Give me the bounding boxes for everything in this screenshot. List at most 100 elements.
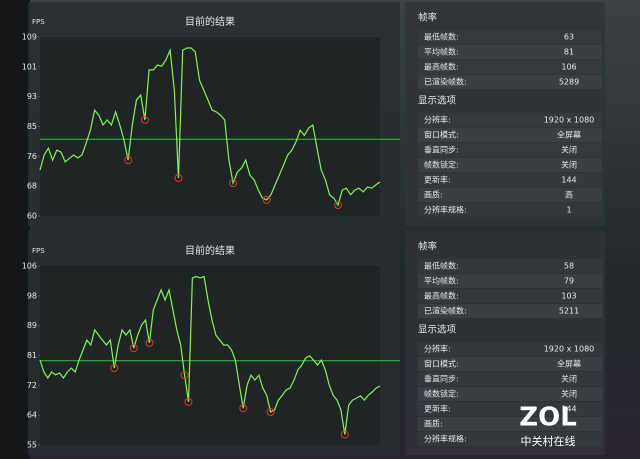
dip-marker — [124, 156, 133, 165]
stats-label: 更新率: — [424, 404, 451, 414]
stats-row — [418, 60, 602, 74]
stats-row — [418, 158, 602, 172]
stats-value: 81 — [564, 48, 574, 57]
stats-value: 79 — [564, 277, 574, 286]
watermark-text: 中关村在线 — [521, 434, 576, 448]
section-title: 帧率 — [418, 241, 438, 253]
stats-label: 垂直同步: — [424, 145, 459, 155]
stats-row — [418, 304, 602, 318]
left-edge — [0, 0, 30, 459]
y-tick-label: 98 — [27, 291, 37, 300]
dip-marker — [229, 179, 238, 188]
stats-row — [418, 173, 602, 187]
y-tick-label: 101 — [22, 62, 37, 71]
stats-value: 144 — [561, 176, 576, 185]
y-tick-label: 72 — [27, 381, 37, 390]
stats-value: 关闭 — [561, 374, 577, 384]
stats-value: 关闭 — [561, 145, 577, 155]
stats-row — [418, 113, 602, 127]
stats-row — [418, 143, 602, 157]
dip-marker — [129, 344, 138, 353]
stats-label: 已渲染帧数: — [424, 306, 467, 316]
stats-value: 1920 x 1080 — [544, 345, 595, 354]
stats-value: 高 — [565, 190, 573, 200]
y-tick-label: 68 — [27, 182, 37, 191]
stats-row — [418, 188, 602, 202]
chart-title: 目前的结果 — [185, 244, 235, 257]
stats-row — [418, 372, 602, 386]
stats-row — [418, 289, 602, 303]
stats-label: 已渲染帧数: — [424, 77, 467, 87]
dip-marker — [174, 174, 183, 183]
stats-label: 窗口模式: — [424, 359, 459, 369]
section-title: 显示选项 — [418, 95, 457, 107]
y-tick-label: 55 — [27, 441, 37, 450]
stats-label: 更新率: — [424, 175, 451, 185]
plot-area — [40, 266, 380, 445]
section-title: 帧率 — [418, 12, 438, 24]
stats-value: 全屏幕 — [557, 130, 581, 140]
stats-value: 58 — [564, 262, 574, 271]
stats-value: 关闭 — [561, 160, 577, 170]
stats-label: 分辨率规格: — [424, 434, 467, 444]
fps-line — [39, 47, 381, 207]
stats-label: 分辨率规格: — [424, 205, 467, 215]
y-tick-label: 109 — [22, 33, 37, 42]
stats-label: 画质: — [424, 190, 443, 200]
stats-value: 63 — [564, 33, 574, 42]
dip-marker — [334, 201, 343, 210]
y-tick-label: 85 — [27, 122, 37, 131]
stats-row — [418, 417, 602, 431]
y-tick-label: 64 — [27, 411, 37, 420]
dip-marker — [140, 115, 149, 124]
stats-label: 分辨率: — [424, 115, 451, 125]
plot-area — [40, 37, 380, 216]
stats-value: 5289 — [559, 78, 579, 87]
dip-marker — [262, 195, 271, 204]
stats-row — [418, 203, 602, 217]
stats-label: 分辨率: — [424, 344, 451, 354]
stats-value: 1 — [566, 206, 571, 215]
dip-marker — [340, 430, 349, 439]
stats-row — [418, 274, 602, 288]
stats-row — [418, 128, 602, 142]
y-tick-label: 93 — [27, 92, 37, 101]
chart-title: 目前的结果 — [185, 15, 235, 28]
stats-label: 最低帧数: — [424, 261, 459, 271]
y-tick-label: 81 — [27, 351, 37, 360]
stats-label: 画质: — [424, 419, 443, 429]
stats-row — [418, 402, 602, 416]
stats-value: 5211 — [559, 307, 579, 316]
fps-line — [39, 275, 381, 435]
stats-value: 103 — [561, 292, 576, 301]
dip-marker — [239, 404, 248, 413]
stats-label: 帧数锁定: — [424, 389, 459, 399]
stats-label: 最高帧数: — [424, 62, 459, 72]
y-tick-label: 106 — [22, 262, 37, 271]
stats-value: 106 — [561, 63, 576, 72]
stats-label: 平均帧数: — [424, 276, 459, 286]
stats-row — [418, 75, 602, 89]
y-tick-label: 76 — [27, 152, 37, 161]
stats-value: 关闭 — [561, 389, 577, 399]
y-tick-label: 89 — [27, 321, 37, 330]
stats-label: 帧数锁定: — [424, 160, 459, 170]
stats-label: 最高帧数: — [424, 291, 459, 301]
stats-label: 窗口模式: — [424, 130, 459, 140]
stats-value: 全屏幕 — [557, 359, 581, 369]
y-axis-label: FPS — [32, 247, 45, 255]
stats-label: 平均帧数: — [424, 47, 459, 57]
dip-marker — [180, 371, 189, 380]
y-axis-label: FPS — [32, 18, 45, 26]
stats-label: 垂直同步: — [424, 374, 459, 384]
stats-label: 最低帧数: — [424, 32, 459, 42]
dip-marker — [145, 338, 154, 347]
stats-value: 144 — [561, 405, 576, 414]
stats-row — [418, 342, 602, 356]
stats-row — [418, 432, 602, 446]
stats-row — [418, 30, 602, 44]
dip-marker — [184, 397, 193, 406]
stats-row — [418, 387, 602, 401]
dip-marker — [266, 408, 275, 417]
stats-row — [418, 45, 602, 59]
